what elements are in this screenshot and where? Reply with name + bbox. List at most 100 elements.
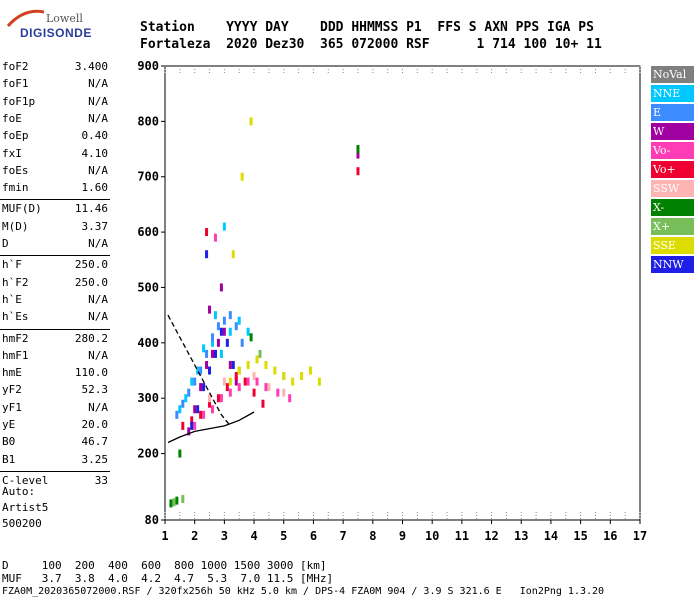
y-tick-label: 80 [145,513,159,527]
y-tick-label: 700 [137,170,159,184]
echo-point [234,372,238,381]
echo-point [205,360,209,369]
echo-point [208,394,212,403]
legend-entry: SSW [651,180,694,197]
echo-point [202,344,206,353]
param-name: D [2,237,9,250]
echo-point [181,494,185,503]
param-value: 250.0 [74,275,108,289]
param-value: 3.400 [74,60,108,73]
echo-point [249,333,253,342]
echo-point [181,421,185,430]
echo-point [199,383,203,392]
header-row2: Fortaleza 2020 Dez30 365 072000 RSF 1 71… [140,37,602,52]
param-separator [0,199,110,201]
echo-point [219,327,223,336]
bottom-row3: FZA0M_2020365072000.RSF / 320fx256h 50 k… [2,586,605,597]
param-row: foEp 0.40 [2,129,108,146]
echo-point [356,167,360,176]
echo-point [231,250,235,259]
param-name: foE [2,111,22,125]
echo-point [255,355,259,364]
param-value: 3.37 [81,219,109,233]
echo-point [308,366,312,375]
param-name: fmin [2,181,29,195]
echo-point [193,377,197,386]
echo-point [181,399,185,408]
echo-point [291,377,295,386]
echo-point [196,405,200,414]
echo-point [213,349,217,358]
param-name: foF1 [2,77,29,91]
x-tick-label: 10 [425,529,439,543]
param-name: h`Es [2,310,29,324]
param-row: foEs N/A [2,164,108,181]
echo-point [237,366,241,375]
logo-swoosh-icon [6,9,45,28]
echo-point [205,349,209,358]
echo-point [228,360,232,369]
echo-point [193,405,197,414]
x-tick-label: 6 [310,529,317,543]
x-tick-label: 14 [544,529,558,543]
echo-point [264,383,268,392]
param-value: N/A [88,163,108,177]
echo-point [205,228,209,237]
param-value: 280.2 [74,331,108,345]
legend-entry: NNW [651,256,694,273]
echo-point [276,388,280,397]
param-name: fxI [2,146,22,160]
param-row: fxI 4.10 [2,147,108,164]
param-name: hmF1 [2,348,29,362]
echo-point [175,410,179,419]
param-name: C-level [2,473,49,487]
echo-point [211,333,214,342]
param-value: 1.60 [81,181,109,195]
echo-point [199,410,203,419]
echo-point [231,360,235,369]
echo-point [237,316,241,325]
param-value: 3.25 [81,452,109,466]
echo-point [249,117,253,126]
echo-point [190,416,194,425]
echo-point [172,498,176,507]
param-name: hmF2 [2,331,29,345]
echo-point [219,283,223,292]
echo-point [213,311,217,320]
param-row: h`F 250.0 [2,258,108,275]
x-tick-label: 4 [250,529,257,543]
legend-entry: Vo- [651,142,694,159]
param-separator [0,470,110,472]
param-name: foF1p [2,94,36,108]
param-row: foE N/A [2,112,108,129]
echo-point [243,377,247,386]
y-tick-label: 600 [137,225,159,239]
param-name: M(D) [2,219,29,233]
param-name: foEp [2,129,29,143]
echo-point [216,394,220,403]
echo-point [169,499,173,508]
echo-point [246,377,250,386]
x-tick-label: 2 [191,529,198,543]
echo-point [237,383,241,392]
param-row: yF2 52.3 [2,383,108,400]
echo-point [356,145,360,154]
echo-point [193,421,197,430]
param-row: yF1 N/A [2,401,108,418]
param-row: yE 20.0 [2,418,108,435]
echo-point [261,399,265,408]
param-name: MUF(D) [2,202,42,216]
echo-point [228,388,232,397]
echo-point [264,360,268,369]
echo-point [234,322,238,331]
param-value: 4.10 [81,146,109,160]
echo-point [211,405,214,414]
echo-point [282,388,286,397]
legend-entry: NNE [651,85,694,102]
y-tick-label: 200 [137,447,159,461]
param-value: N/A [88,348,108,362]
echo-point [219,394,223,403]
echo-point [240,338,244,347]
legend-entry: SSE [651,237,694,254]
